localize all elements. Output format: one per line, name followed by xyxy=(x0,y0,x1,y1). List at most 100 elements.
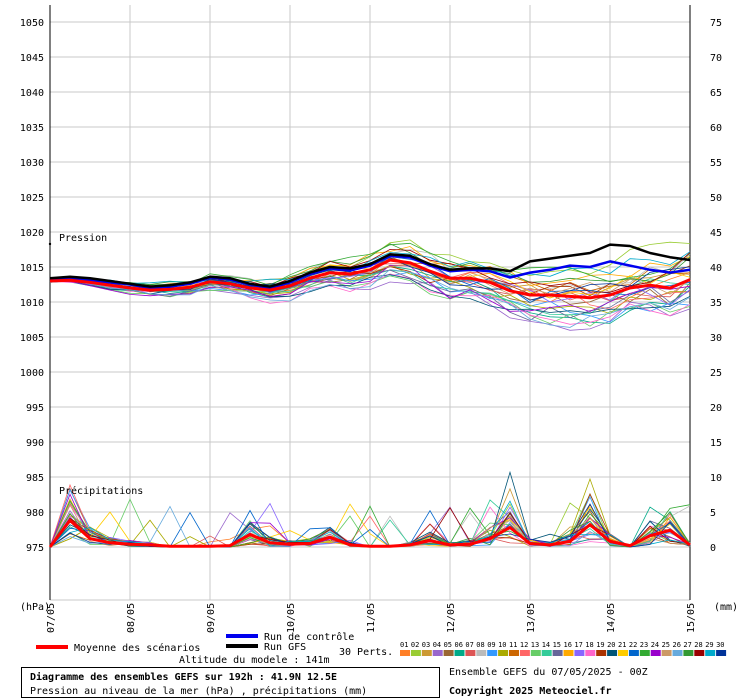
left-tick-label: 1045 xyxy=(20,53,44,64)
right-tick-label: 15 xyxy=(710,438,722,449)
left-tick-label: 995 xyxy=(26,403,44,414)
member-swatch xyxy=(574,650,585,656)
left-tick-label: 1010 xyxy=(20,298,44,309)
member-swatch xyxy=(661,650,672,656)
member-number: 27 xyxy=(683,641,691,649)
member-swatch xyxy=(650,650,661,656)
right-tick-label: 35 xyxy=(710,298,722,309)
member-swatch xyxy=(618,650,628,656)
right-tick-label: 10 xyxy=(710,473,722,484)
member-swatch xyxy=(705,650,716,656)
pressure-label-dot xyxy=(48,242,52,246)
member-number: 02 xyxy=(411,641,419,649)
member-number: 30 xyxy=(716,641,724,649)
legend-gfs-label: Run GFS xyxy=(264,642,306,653)
left-tick-label: 975 xyxy=(26,543,44,554)
member-number: 23 xyxy=(640,641,648,649)
ensemble-member-lines xyxy=(49,239,691,331)
legend-mean-label: Moyenne des scénarios xyxy=(74,642,200,654)
left-tick-label: 1030 xyxy=(20,158,44,169)
member-swatch xyxy=(519,650,530,656)
right-tick-label: 20 xyxy=(710,403,722,414)
member-swatch xyxy=(639,650,650,656)
ensemble-member-line xyxy=(49,274,691,314)
member-number: 26 xyxy=(673,641,681,649)
member-number: 05 xyxy=(444,641,452,649)
x-tick-label: 09/05 xyxy=(206,603,217,633)
member-swatch xyxy=(563,650,574,656)
right-tick-label: 5 xyxy=(710,508,716,519)
x-tick-label: 13/05 xyxy=(526,603,537,633)
x-tick-label: 07/05 xyxy=(46,603,57,633)
legend-perts-label: 30 Perts. xyxy=(339,647,393,658)
precip-label: Précipitations xyxy=(59,485,143,497)
member-number: 28 xyxy=(694,641,702,649)
info-box xyxy=(21,667,440,698)
right-tick-label: 25 xyxy=(710,368,722,379)
right-tick-label: 0 xyxy=(710,543,716,554)
member-swatch xyxy=(596,650,607,656)
left-tick-label: 1040 xyxy=(20,88,44,99)
member-swatch xyxy=(454,650,465,656)
member-swatch xyxy=(530,650,541,656)
info-subtitle: Pression au niveau de la mer (hPa) , pré… xyxy=(30,685,367,697)
x-axis-date-labels: 07/05 08/05 09/05 10/05 11/05 12/05 13/05 14/05… xyxy=(46,603,697,633)
member-swatch xyxy=(672,650,683,656)
left-tick-label: 1050 xyxy=(20,18,44,29)
right-tick-label: 40 xyxy=(710,263,722,274)
x-tick-label: 10/05 xyxy=(286,603,297,633)
member-number: 12 xyxy=(520,641,528,649)
member-swatch xyxy=(607,650,618,656)
x-tick-label: 14/05 xyxy=(606,603,617,633)
member-swatch xyxy=(400,650,410,656)
right-tick-label: 45 xyxy=(710,228,722,239)
left-tick-label: 1025 xyxy=(20,193,44,204)
left-tick-label: 990 xyxy=(26,438,44,449)
member-swatch xyxy=(410,650,421,656)
ensemble-member-line xyxy=(49,251,691,284)
member-number: 10 xyxy=(498,641,506,649)
member-number: 03 xyxy=(422,641,430,649)
member-number: 13 xyxy=(531,641,539,649)
left-tick-label: 1005 xyxy=(20,333,44,344)
right-axis-unit: (mm) xyxy=(714,602,738,613)
ensemble-member-line xyxy=(49,243,691,286)
left-tick-label: 985 xyxy=(26,473,44,484)
left-axis-unit: (hPa) xyxy=(20,602,50,613)
x-tick-label: 11/05 xyxy=(366,603,377,633)
left-tick-label: 1035 xyxy=(20,123,44,134)
x-tick-label: 12/05 xyxy=(446,603,457,633)
right-tick-label: 55 xyxy=(710,158,722,169)
main-series-lines xyxy=(48,243,691,548)
left-tick-label: 980 xyxy=(26,508,44,519)
member-swatch xyxy=(421,650,432,656)
right-axis-ticks: 0 5 10 15 20 25 30 35 40 45 50 55 60 65 70 75 xyxy=(710,18,722,554)
chart-grid xyxy=(49,5,691,601)
member-number: 16 xyxy=(564,641,572,649)
member-number: 09 xyxy=(487,641,495,649)
member-swatch xyxy=(443,650,454,656)
member-number: 15 xyxy=(553,641,561,649)
member-number: 07 xyxy=(465,641,473,649)
member-swatch xyxy=(552,650,563,656)
pressure-label: Pression xyxy=(59,233,107,244)
member-number: 20 xyxy=(607,641,615,649)
ensemble-member-line xyxy=(49,269,691,328)
member-number: 18 xyxy=(585,641,593,649)
left-axis-ticks: 975 980 985 990 995 1000 1005 1010 1015 1020 1025 1… xyxy=(20,18,44,554)
member-swatch xyxy=(432,650,443,656)
x-tick-label: 08/05 xyxy=(126,603,137,633)
right-tick-label: 70 xyxy=(710,53,722,64)
left-tick-label: 1015 xyxy=(20,263,44,274)
member-swatch xyxy=(628,650,639,656)
control-run-line xyxy=(49,254,691,290)
x-tick-label: 15/05 xyxy=(686,603,697,633)
ensemble-member-line xyxy=(49,242,691,286)
gfs-run-line xyxy=(49,243,691,288)
legend-control-label: Run de contrôle xyxy=(264,631,354,643)
ensemble-mean-line xyxy=(49,258,691,300)
info-title: Diagramme des ensembles GEFS sur 192h : … xyxy=(30,671,337,683)
right-tick-label: 30 xyxy=(710,333,722,344)
member-number: 14 xyxy=(542,641,550,649)
